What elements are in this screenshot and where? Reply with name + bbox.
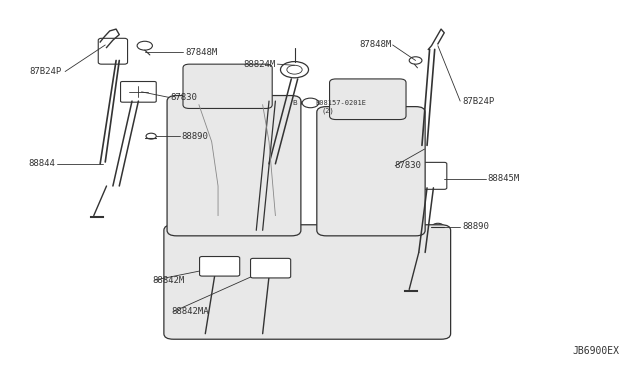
FancyBboxPatch shape bbox=[250, 259, 291, 278]
Text: 87848M: 87848M bbox=[359, 41, 392, 49]
FancyBboxPatch shape bbox=[330, 79, 406, 119]
Text: 88890: 88890 bbox=[462, 222, 489, 231]
Text: 88845M: 88845M bbox=[488, 174, 520, 183]
FancyBboxPatch shape bbox=[200, 257, 240, 276]
Text: 87830: 87830 bbox=[394, 161, 420, 170]
FancyBboxPatch shape bbox=[167, 96, 301, 236]
FancyBboxPatch shape bbox=[120, 81, 156, 102]
Text: 88844: 88844 bbox=[29, 159, 56, 169]
FancyBboxPatch shape bbox=[164, 225, 451, 339]
Text: B: B bbox=[292, 100, 297, 106]
Text: 88842MA: 88842MA bbox=[172, 307, 209, 316]
Text: 88824M: 88824M bbox=[243, 60, 275, 69]
FancyBboxPatch shape bbox=[183, 64, 272, 109]
Text: B08157-0201E: B08157-0201E bbox=[315, 100, 366, 106]
FancyBboxPatch shape bbox=[416, 162, 447, 189]
Text: 87B24P: 87B24P bbox=[462, 97, 494, 106]
Text: 88842M: 88842M bbox=[152, 276, 185, 285]
FancyBboxPatch shape bbox=[99, 38, 127, 64]
Text: 87830: 87830 bbox=[170, 93, 197, 102]
Text: JB6900EX: JB6900EX bbox=[573, 346, 620, 356]
Text: 87B24P: 87B24P bbox=[29, 67, 62, 76]
FancyBboxPatch shape bbox=[317, 107, 425, 236]
Text: (2): (2) bbox=[321, 107, 334, 113]
Text: 88890: 88890 bbox=[182, 132, 209, 141]
Text: 87848M: 87848M bbox=[185, 48, 217, 57]
